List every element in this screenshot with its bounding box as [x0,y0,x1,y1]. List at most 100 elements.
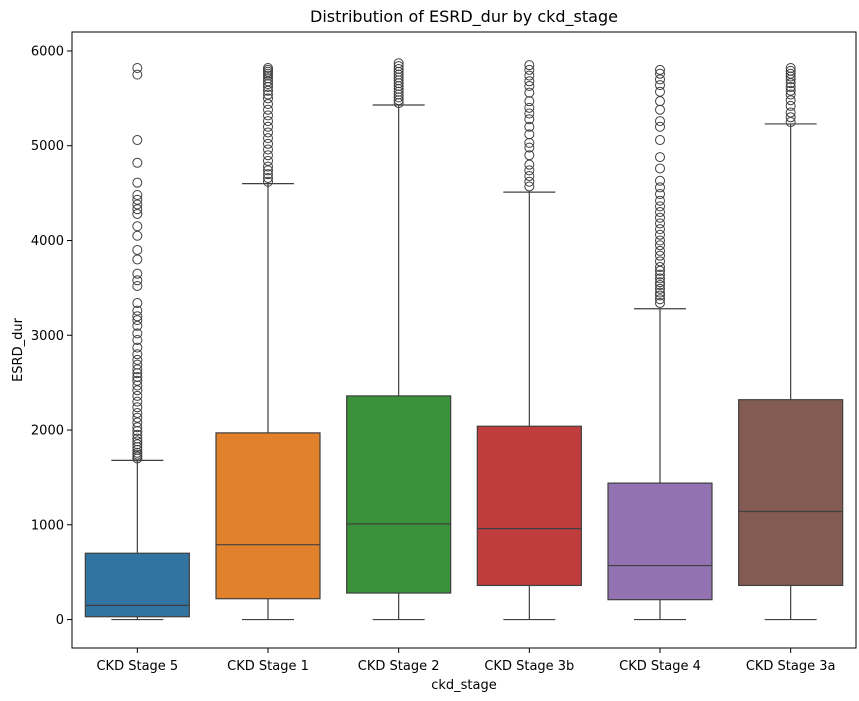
y-axis-label: ESRD_dur [11,317,26,382]
y-tick-label: 1000 [31,518,64,533]
outlier-point [785,81,796,92]
box-group: CKD Stage 3b [476,60,582,674]
outlier-point [655,80,665,91]
outlier-point [132,69,143,80]
x-tick-label: CKD Stage 3b [484,659,574,674]
outlier-point [132,429,143,440]
outlier-point [655,298,665,309]
iqr-box [84,552,190,618]
y-tick-label: 4000 [31,234,64,249]
outlier-point [655,250,665,261]
outlier-point [785,107,796,118]
outlier-point [132,375,143,386]
outlier-point [132,396,143,407]
outlier-point [524,129,535,140]
iqr-box [476,425,582,587]
plot-area: 0 1000 2000 3000 4000 5000 6000 CKD Stage 5 CKD … [31,31,857,674]
outlier-point [132,371,143,382]
outlier-point [655,294,665,305]
outlier-point [263,93,273,104]
y-tick-label: 2000 [31,424,64,439]
outlier-point [785,63,796,74]
outlier-point [655,135,665,146]
outlier-point [263,155,273,166]
outlier-point [785,100,796,111]
outlier-point [132,328,143,339]
outlier-point [655,201,665,212]
outlier-point [655,121,665,132]
iqr-box [215,432,321,600]
outlier-point [785,85,796,96]
y-tick-label: 5000 [31,139,64,154]
outlier-point [524,60,535,71]
outlier-point [263,176,273,187]
outlier-point [655,163,665,174]
outlier-point [263,133,273,144]
outlier-point [524,102,535,113]
x-tick-label: CKD Stage 5 [96,659,178,674]
outlier-point [655,182,665,193]
outlier-point [785,112,796,123]
iqr-box [738,399,844,587]
outlier-point [132,407,143,418]
outlier-point [655,224,665,235]
box-group: CKD Stage 5 [84,63,190,674]
outlier-point [263,110,273,121]
outlier-point [655,262,665,273]
outlier-point [655,68,665,79]
outlier-point [655,218,665,229]
outlier-point [263,169,273,180]
iqr-box [346,395,452,594]
outlier-point [524,114,535,125]
outlier-point [132,268,143,279]
outlier-point [132,305,143,316]
outlier-point [524,181,535,192]
outlier-point [655,235,665,246]
outlier-point [393,58,404,69]
outlier-point [132,390,143,401]
outlier-point [132,402,143,413]
iqr-box [607,482,713,601]
box-group: CKD Stage 3a [738,63,844,674]
x-tick-label: CKD Stage 2 [358,659,440,674]
outlier-point [655,229,665,240]
outlier-point [263,121,273,132]
outlier-point [132,412,143,423]
box-group: CKD Stage 4 [607,64,713,674]
outlier-point [655,195,665,206]
outlier-point [655,152,665,163]
outlier-point [655,277,665,288]
outlier-point [655,290,665,301]
y-tick-label: 6000 [31,44,64,59]
outlier-point [655,287,665,298]
outlier-point [655,245,665,256]
outlier-point [524,171,535,182]
outlier-point [132,335,143,345]
outlier-point [263,144,273,155]
outlier-point [524,87,535,98]
outlier-point [393,63,404,74]
outlier-point [263,127,273,138]
outlier-point [524,121,535,132]
axes-frame [71,31,857,649]
outlier-point [655,212,665,223]
outlier-point [785,89,796,100]
outlier-point [132,311,143,322]
outlier-point [132,349,143,360]
box-group: CKD Stage 2 [346,58,452,674]
outlier-point [524,76,535,87]
outlier-point [655,207,665,218]
x-axis-label: ckd_stage [431,678,497,693]
outlier-point [132,280,143,291]
outlier-point [263,138,273,149]
outlier-point [132,298,143,309]
outlier-point [655,283,665,294]
outlier-point [655,269,665,280]
outlier-point [524,108,535,119]
outlier-point [785,65,796,76]
outlier-point [132,244,143,255]
outlier-point [132,342,143,353]
outlier-point [132,63,143,74]
x-tick-label: CKD Stage 4 [619,659,701,674]
